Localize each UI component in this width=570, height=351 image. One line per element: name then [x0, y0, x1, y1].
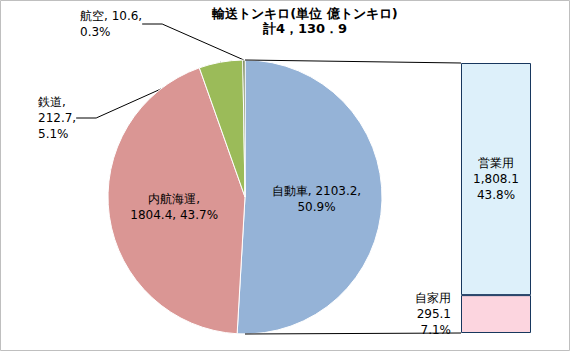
svg-text:1,808.1: 1,808.1: [473, 172, 519, 186]
svg-text:212.7,: 212.7,: [38, 111, 76, 125]
svg-text:自家用: 自家用: [415, 291, 451, 305]
svg-text:5.1%: 5.1%: [38, 127, 69, 141]
svg-text:内航海運,: 内航海運,: [148, 192, 200, 206]
svg-text:航空, 10.6,: 航空, 10.6,: [80, 9, 142, 23]
svg-text:計4，130．9: 計4，130．9: [262, 21, 347, 36]
svg-text:自動車, 2103.2,: 自動車, 2103.2,: [272, 184, 361, 198]
svg-text:50.9%: 50.9%: [297, 200, 335, 214]
svg-text:1804.4, 43.7%: 1804.4, 43.7%: [130, 208, 218, 222]
svg-text:295.1: 295.1: [417, 307, 451, 321]
svg-text:7.1%: 7.1%: [421, 323, 452, 337]
svg-text:0.3%: 0.3%: [80, 25, 111, 39]
svg-text:43.8%: 43.8%: [477, 188, 515, 202]
svg-text:輸送トンキロ(単位 億トンキロ): 輸送トンキロ(単位 億トンキロ): [211, 6, 397, 21]
svg-text:鉄道,: 鉄道,: [38, 95, 66, 109]
svg-text:営業用: 営業用: [478, 156, 514, 170]
